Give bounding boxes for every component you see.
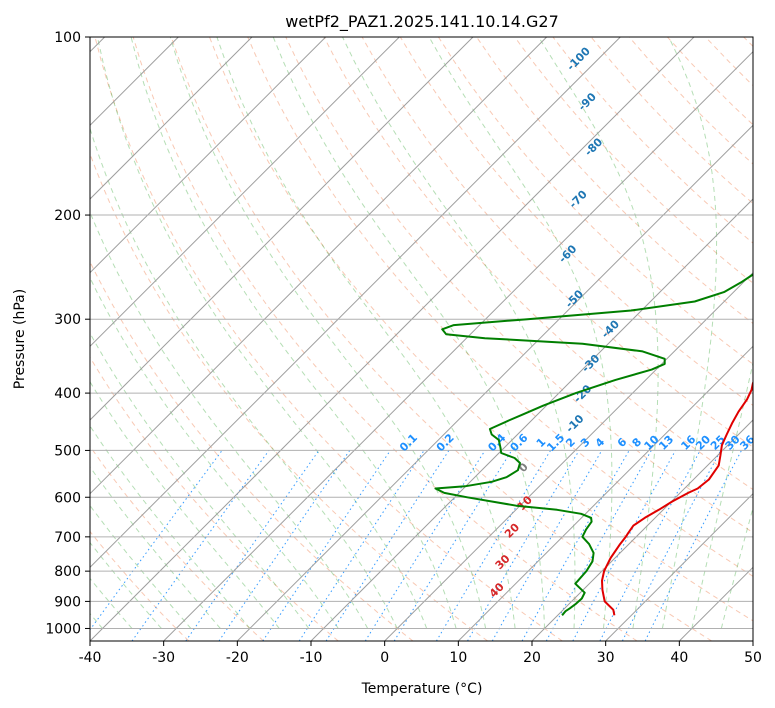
moist-adiabat	[90, 210, 369, 629]
moist-adiabat	[96, 37, 428, 629]
dry-adiabat	[90, 445, 264, 641]
y-tick-label: 900	[54, 594, 81, 610]
moist-adiabat	[428, 37, 613, 629]
isotherm	[605, 492, 753, 641]
isotherm	[90, 37, 253, 200]
x-tick-label: -20	[226, 650, 249, 666]
y-axis-label: Pressure (hPa)	[12, 289, 28, 389]
x-tick-label: 30	[597, 650, 615, 666]
mixing-ratio-line	[467, 450, 580, 641]
mixing-ratio-line	[325, 450, 450, 641]
y-tick-label: 400	[54, 386, 81, 402]
y-tick-label: 100	[54, 30, 81, 46]
dry-adiabat	[170, 37, 712, 641]
moist-adiabat	[90, 380, 280, 629]
x-tick-label: 20	[523, 650, 541, 666]
isotherm	[90, 37, 695, 641]
x-tick-label: 0	[380, 650, 389, 666]
y-axis: 100 200 300 400 500 600 700 800 900 1000	[45, 30, 90, 637]
isotherm	[384, 271, 753, 641]
x-axis: -40 -30 -20 -10 0 10 20 30 40 50	[79, 641, 762, 666]
moist-adiabat	[661, 37, 718, 629]
y-tick-label: 800	[54, 564, 81, 580]
y-tick-label: 200	[54, 208, 81, 224]
moist-adiabat	[90, 577, 133, 629]
temperature-profile	[601, 380, 753, 616]
isotherm	[531, 419, 753, 641]
moist-adiabat	[130, 37, 457, 629]
x-tick-label: -30	[152, 650, 175, 666]
moist-adiabat	[272, 37, 545, 629]
moist-adiabat	[169, 37, 487, 629]
isotherm	[90, 37, 327, 274]
mixing-ratio-line	[545, 450, 652, 641]
dry-adiabat	[209, 37, 753, 622]
x-tick-label: 40	[670, 650, 688, 666]
grid-layer	[90, 37, 753, 641]
moist-adiabat	[90, 466, 221, 629]
dry-adiabat	[90, 152, 488, 641]
moist-adiabat	[90, 504, 192, 629]
plot-background	[90, 37, 753, 641]
y-tick-label: 500	[54, 443, 81, 459]
mixing-ratio-line	[364, 450, 486, 641]
moist-adiabat	[691, 360, 753, 629]
x-tick-label: -10	[300, 650, 323, 666]
mixing-ratio-line	[185, 450, 320, 641]
x-tick-label: -40	[79, 650, 102, 666]
isotherm	[236, 124, 753, 641]
chart-title: wetPf2_PAZ1.2025.141.10.14.G27	[285, 12, 559, 32]
isotherm	[457, 345, 753, 641]
x-tick-label: 50	[744, 650, 762, 666]
series-layer	[434, 273, 753, 616]
dry-adiabat	[132, 37, 638, 641]
isotherm	[90, 37, 621, 569]
moist-adiabat	[90, 126, 398, 629]
y-tick-label: 600	[54, 490, 81, 506]
dry-adiabat	[247, 37, 753, 577]
isotherm	[90, 37, 548, 495]
isotherm	[90, 37, 400, 348]
y-tick-label: 700	[54, 530, 81, 546]
dewpoint-profile	[434, 273, 753, 616]
mixing-ratio-line	[572, 450, 676, 641]
mixing-ratio-line	[298, 450, 425, 641]
dry-adiabat	[90, 530, 190, 641]
mixing-ratio-line	[262, 450, 391, 641]
isotherm	[90, 37, 474, 421]
isotherm	[310, 198, 753, 641]
moist-adiabat	[90, 541, 162, 629]
moist-adiabat	[538, 37, 659, 629]
y-tick-label: 1000	[45, 621, 81, 637]
plot-frame	[89, 36, 754, 642]
moist-adiabat	[342, 37, 576, 629]
isotherm	[752, 640, 753, 641]
moist-adiabat	[90, 425, 251, 629]
isotherm	[163, 50, 753, 641]
x-axis-label: Temperature (°C)	[361, 681, 483, 697]
y-tick-label: 300	[54, 312, 81, 328]
mixing-ratio-line	[435, 450, 552, 641]
dry-adiabat	[514, 37, 753, 284]
dry-adiabat	[399, 37, 753, 407]
mixing-ratio-line	[218, 450, 351, 641]
x-tick-label: 10	[449, 650, 467, 666]
dry-adiabat	[94, 37, 563, 641]
